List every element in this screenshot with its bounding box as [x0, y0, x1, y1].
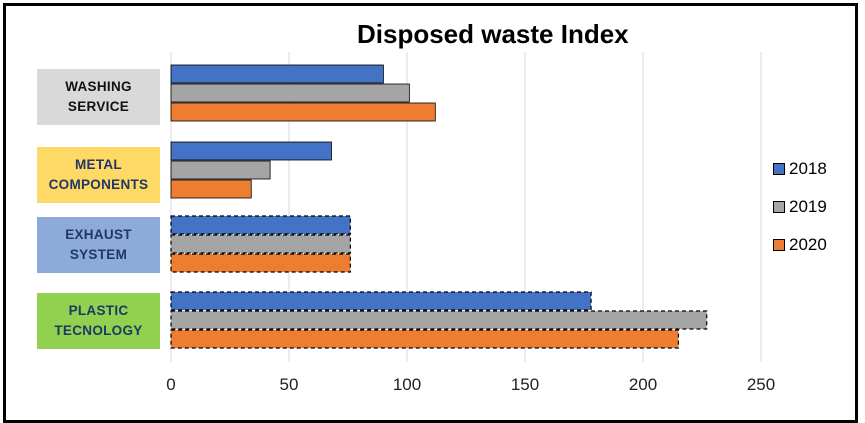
- x-tick-label-200: 200: [629, 375, 657, 394]
- legend-item-2020: 2020: [773, 235, 827, 255]
- bar-2018-metal: [170, 141, 332, 161]
- legend-swatch-2018: [773, 163, 785, 175]
- category-label-exhaust-system: EXHAUST SYSTEM: [37, 217, 160, 273]
- chart-plot: 0 50 100 150 200 250: [166, 52, 775, 394]
- chart-legend: 2018 2019 2020: [773, 159, 827, 273]
- category-label-washing-service: WASHING SERVICE: [37, 69, 160, 125]
- bar-2020-metal: [170, 179, 252, 199]
- legend-item-2018: 2018: [773, 159, 827, 179]
- legend-item-2019: 2019: [773, 197, 827, 217]
- legend-label-2020: 2020: [789, 235, 827, 254]
- bar-2018-washing: [170, 64, 384, 84]
- x-tick-label-250: 250: [747, 375, 775, 394]
- legend-swatch-2019: [773, 201, 785, 213]
- x-tick-label-50: 50: [280, 375, 299, 394]
- bar-2019-washing: [170, 83, 410, 103]
- chart-title: Disposed waste Index: [357, 19, 629, 49]
- bar-2019-exhaust: [170, 234, 351, 254]
- bar-2019-metal: [170, 160, 271, 180]
- category-label-metal-components: METAL COMPONENTS: [37, 147, 160, 203]
- bar-2020-washing: [170, 102, 436, 122]
- bar-2020-exhaust: [170, 253, 351, 273]
- bar-2020-plastic: [170, 329, 679, 349]
- x-tick-label-100: 100: [393, 375, 421, 394]
- bar-2018-exhaust: [170, 215, 351, 235]
- legend-label-2019: 2019: [789, 197, 827, 216]
- bar-2019-plastic: [170, 310, 708, 330]
- legend-label-2018: 2018: [789, 159, 827, 178]
- x-tick-label-0: 0: [166, 375, 175, 394]
- category-label-plastic-tecnology: PLASTIC TECNOLOGY: [37, 293, 160, 349]
- bar-2018-plastic: [170, 291, 592, 311]
- x-tick-label-150: 150: [511, 375, 539, 394]
- legend-swatch-2020: [773, 239, 785, 251]
